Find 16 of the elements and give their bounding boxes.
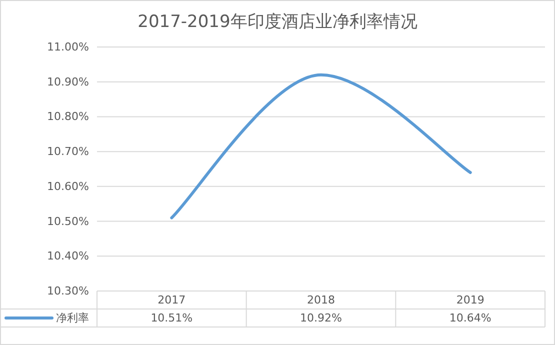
y-tick-label: 10.50%	[47, 214, 89, 228]
x-tick-label: 2018	[307, 294, 335, 306]
x-tick-label: 2019	[456, 294, 484, 306]
legend-label: 净利率	[56, 312, 89, 324]
y-tick-label: 10.70%	[47, 145, 89, 158]
data-label: 10.64%	[449, 312, 492, 324]
data-label: 10.51%	[150, 312, 193, 324]
y-tick-label: 10.80%	[47, 110, 89, 124]
y-tick-label: 10.90%	[47, 75, 89, 88]
y-tick-label: 10.30%	[47, 284, 89, 298]
data-label: 10.92%	[300, 312, 342, 324]
x-tick-label: 2017	[158, 294, 186, 306]
y-tick-label: 10.60%	[47, 180, 89, 193]
y-tick-label: 10.40%	[47, 250, 89, 263]
y-tick-label: 11.00%	[47, 40, 89, 54]
chart-title: 2017-2019年印度酒店业净利率情况	[138, 12, 418, 32]
